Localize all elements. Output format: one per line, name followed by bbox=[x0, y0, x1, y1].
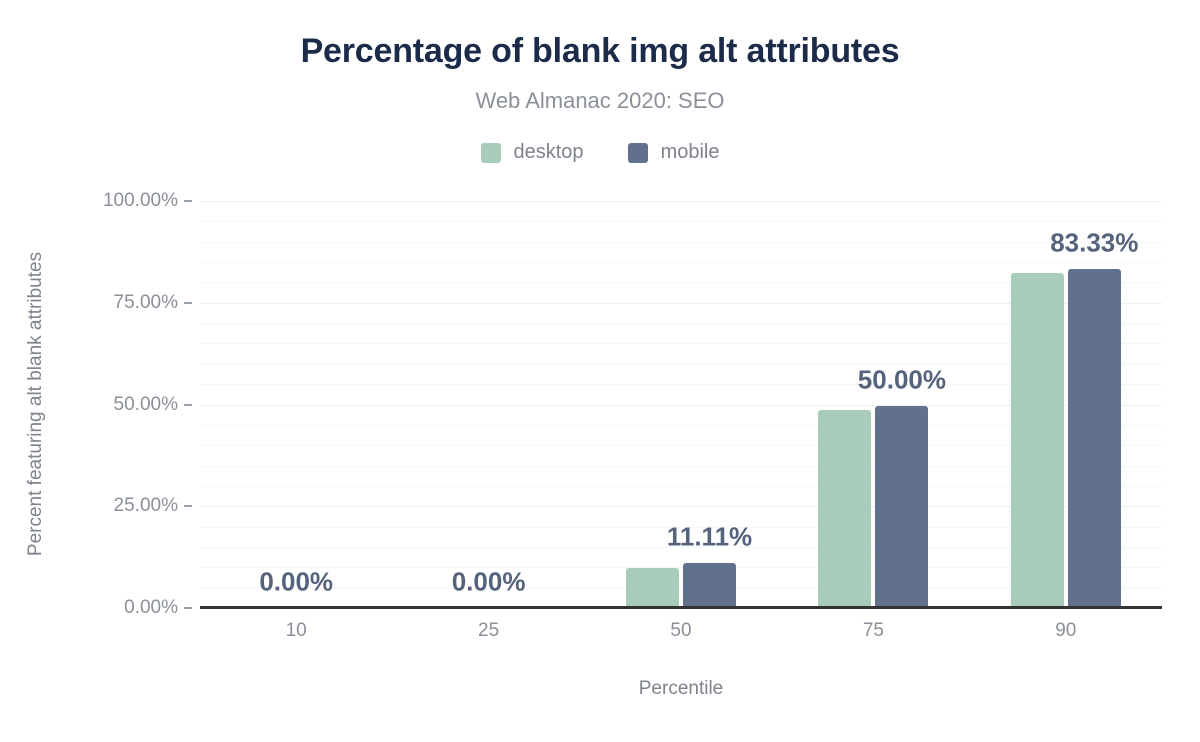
y-axis-tick-mark bbox=[184, 301, 192, 304]
data-label-25: 0.00% bbox=[451, 566, 526, 597]
gridline bbox=[200, 587, 1162, 589]
x-axis-tick-label: 75 bbox=[862, 620, 884, 641]
chart-legend: desktop mobile bbox=[0, 141, 1200, 164]
y-axis-tick-mark bbox=[184, 505, 192, 508]
legend-item-desktop[interactable]: desktop bbox=[480, 141, 584, 164]
gridline bbox=[200, 343, 1162, 345]
data-label-75: 50.00% bbox=[857, 364, 946, 395]
gridline bbox=[200, 526, 1162, 528]
legend-item-mobile[interactable]: mobile bbox=[627, 141, 720, 164]
plot-area bbox=[200, 201, 1162, 609]
y-axis-tick-mark bbox=[184, 403, 192, 406]
chart-title: Percentage of blank img alt attributes bbox=[300, 32, 900, 70]
gridline bbox=[200, 262, 1162, 264]
gridline bbox=[200, 282, 1162, 284]
gridlines bbox=[200, 201, 1162, 609]
bar-mobile-90[interactable] bbox=[1067, 268, 1121, 608]
x-axis-tick-label: 10 bbox=[285, 620, 307, 641]
x-axis-tick-label: 25 bbox=[478, 620, 500, 641]
bar-desktop-90[interactable] bbox=[1010, 273, 1064, 608]
legend-swatch-mobile bbox=[627, 142, 648, 163]
x-axis-tick-label: 50 bbox=[670, 620, 692, 641]
y-axis-tick-label: 50.00% bbox=[113, 393, 178, 415]
legend-label-mobile: mobile bbox=[660, 141, 720, 163]
data-labels: 0.00% 0.00% 11.11% 50.00% 83.33% bbox=[200, 150, 1162, 610]
chart-subtitle: Web Almanac 2020: SEO bbox=[475, 88, 725, 113]
bar-desktop-50[interactable] bbox=[626, 568, 679, 608]
gridline bbox=[200, 302, 1162, 304]
bars-layer bbox=[200, 201, 1162, 608]
y-axis-title: Percent featuring alt blank attributes bbox=[25, 251, 46, 557]
legend-label-desktop: desktop bbox=[513, 141, 584, 163]
gridline bbox=[200, 445, 1162, 447]
bar-mobile-75[interactable] bbox=[875, 406, 929, 608]
bar-desktop-75[interactable] bbox=[818, 410, 872, 608]
gridline bbox=[200, 506, 1162, 508]
bar-mobile-50[interactable] bbox=[683, 562, 736, 608]
x-axis-ticks: 10 25 50 75 90 bbox=[200, 612, 1162, 652]
x-axis-title: Percentile bbox=[638, 678, 724, 699]
y-axis-ticks: 0.00% 25.00% 50.00% 75.00% 100.00% bbox=[0, 190, 200, 618]
gridline bbox=[200, 404, 1162, 406]
gridline bbox=[200, 323, 1162, 325]
gridline bbox=[200, 201, 1162, 202]
legend-swatch-desktop bbox=[480, 142, 501, 163]
gridline bbox=[200, 221, 1162, 223]
gridline bbox=[200, 465, 1162, 467]
gridline bbox=[200, 363, 1162, 365]
data-label-10: 0.00% bbox=[259, 566, 334, 597]
y-axis-tick-label: 100.00% bbox=[102, 190, 178, 211]
gridline bbox=[200, 546, 1162, 548]
y-axis-tick-mark bbox=[184, 200, 192, 202]
gridline bbox=[200, 384, 1162, 386]
data-label-50: 11.11% bbox=[666, 521, 753, 552]
gridline bbox=[200, 241, 1162, 243]
y-axis-tick-label: 0.00% bbox=[124, 597, 178, 618]
gridline bbox=[200, 485, 1162, 487]
x-axis-tick-label: 90 bbox=[1055, 620, 1077, 641]
y-axis-tick-label: 25.00% bbox=[113, 495, 178, 517]
y-axis-tick-label: 75.00% bbox=[113, 291, 178, 313]
y-axis-tick-mark bbox=[184, 607, 192, 609]
gridline bbox=[200, 424, 1162, 426]
gridline bbox=[200, 567, 1162, 569]
data-label-90: 83.33% bbox=[1050, 227, 1139, 258]
x-axis-baseline bbox=[200, 606, 1162, 609]
